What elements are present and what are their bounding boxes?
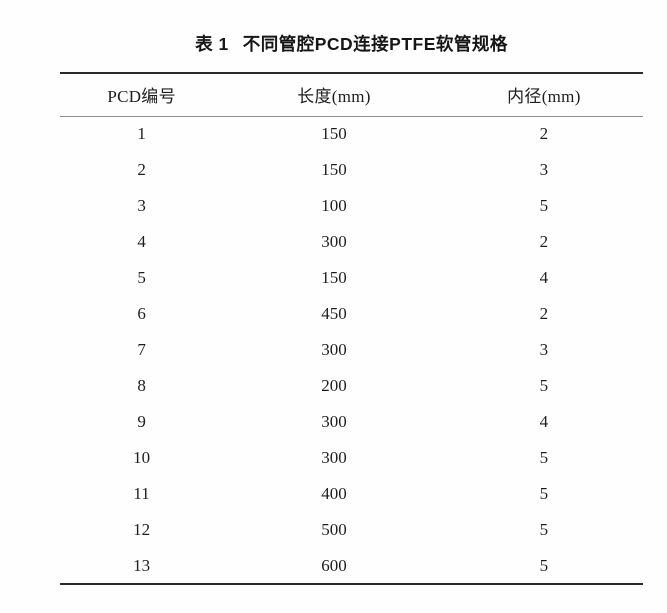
table-cell: 150 [321,124,347,144]
table-caption: 表 1 不同管腔PCD连接PTFE软管规格 [60,31,643,57]
table-cell: 2 [539,232,549,251]
table-row: 9 300 4 [60,404,643,440]
table-row: 4 300 2 [60,224,643,260]
column-header-length: 长度(mm) [223,73,445,117]
table-cell: 150 [321,160,347,179]
table-cell: 5 [137,268,146,287]
table-cell: 6 [137,304,146,323]
table-cell: 5 [539,520,549,539]
table-cell: 1 [137,124,146,144]
table-cell: 13 [133,555,151,575]
table-row: 5 150 4 [60,260,643,296]
table-cell: 4 [539,412,549,431]
table-cell: 10 [133,448,151,467]
column-header-inner-diameter: 内径(mm) [444,73,643,117]
table-cell: 7 [137,340,146,359]
table-cell: 4 [137,232,146,251]
table-cell: 300 [321,232,347,251]
table-row: 12 500 5 [60,512,643,548]
table-cell: 9 [137,412,146,431]
table-cell: 2 [539,304,549,323]
table-cell: 3 [539,160,549,179]
table-row: 2 150 3 [60,152,643,188]
table-header-row: PCD编号 长度(mm) 内径(mm) [60,73,643,117]
table-row: 6 450 2 [60,296,643,332]
table-cell: 5 [539,196,549,215]
table-row: 13 600 5 [60,548,643,584]
table-cell: 8 [137,376,146,395]
table-cell: 11 [133,484,150,503]
table-cell: 300 [321,340,347,359]
table-row: 7 300 3 [60,332,643,368]
column-header-pcd-number: PCD编号 [60,73,224,117]
table-cell: 300 [321,412,347,431]
table-caption-number: 表 1 [195,34,229,54]
table-cell: 600 [321,555,347,575]
table-cell: 4 [539,268,549,287]
table-cell: 400 [321,484,347,503]
table-cell: 3 [539,340,549,359]
table-cell: 450 [321,304,347,323]
pcd-ptfe-spec-table: PCD编号 长度(mm) 内径(mm) 1 150 2 2 150 3 3 100 5 4 300 2… [60,72,643,585]
table-row: 8 200 5 [60,368,643,404]
table-cell: 5 [539,448,549,467]
table-block: 表 1 不同管腔PCD连接PTFE软管规格 PCD编号 长度(mm) 内径(mm)… [60,31,643,585]
table-cell: 12 [133,520,151,539]
table-cell: 100 [321,196,347,215]
table-cell: 500 [321,520,347,539]
table-caption-title: 不同管腔PCD连接PTFE软管规格 [242,34,508,54]
table-cell: 5 [539,555,549,575]
table-cell: 5 [539,484,549,503]
table-row: 10 300 5 [60,440,643,476]
table-row: 3 100 5 [60,188,643,224]
table-body: 1 150 2 2 150 3 3 100 5 4 300 2 5 150 4 6 450 2 7 300 3 8 200 5… [60,116,643,584]
table-row: 1 150 2 [60,116,643,152]
table-row: 11 400 5 [60,476,643,512]
table-cell: 5 [539,376,549,395]
table-cell: 300 [321,448,347,467]
table-cell: 150 [321,268,347,287]
table-cell: 3 [137,196,146,215]
table-cell: 2 [539,124,549,144]
table-cell: 2 [137,160,146,179]
table-cell: 200 [321,376,347,395]
